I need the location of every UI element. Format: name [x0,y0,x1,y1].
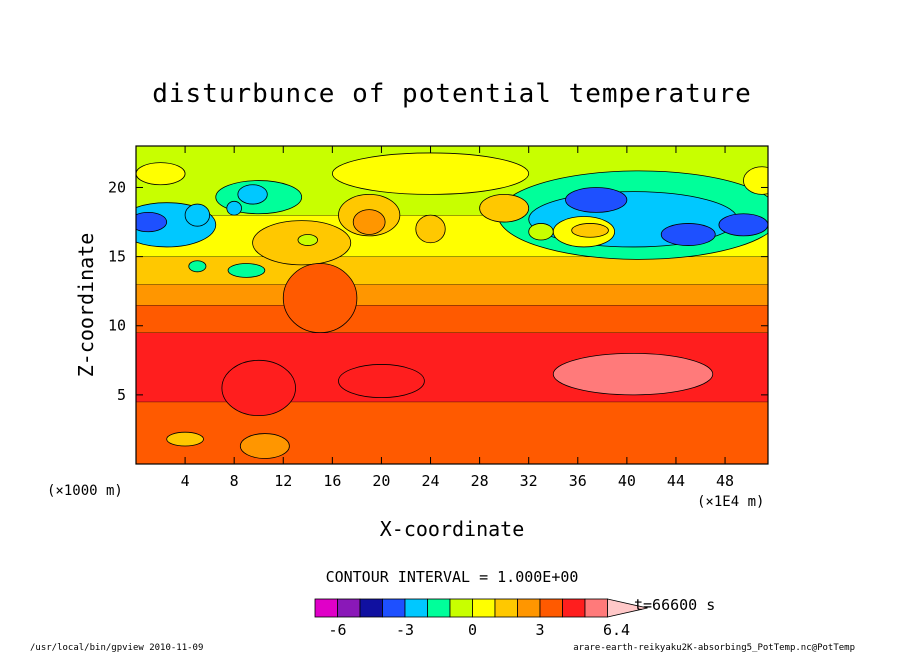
contour-blob-7 [565,187,628,213]
contour-blob-12 [528,223,554,241]
plot-frame [135,145,769,465]
contour-blob-26 [297,234,319,246]
contour-blob-4 [166,431,204,447]
colorbar-swatch-8 [494,598,518,618]
x-tick-label-48: 48 [716,472,734,490]
x-tick-label-16: 16 [323,472,341,490]
contour-blob-16 [237,184,268,205]
contour-blob-18 [226,200,242,216]
colorbar-swatch-9 [517,598,541,618]
contour-band-3 [136,284,768,305]
x-axis-unit: (×1E4 m) [697,494,764,510]
contour-blob-14 [136,211,168,233]
x-tick-label-40: 40 [618,472,636,490]
x-tick-label-12: 12 [274,472,292,490]
colorbar-swatch-2 [359,598,383,618]
contour-blob-3 [239,433,290,459]
contour-blob-28 [331,152,530,195]
contour-interval-label: CONTOUR INTERVAL = 1.000E+00 [326,568,579,586]
x-tick-label-24: 24 [421,472,439,490]
contour-field [136,146,768,464]
chart-title: disturbunce of potential temperature [152,79,752,109]
contour-blob-27 [282,263,358,334]
colorbar-tick-label-4: 6.4 [603,621,630,639]
x-tick-label-36: 36 [569,472,587,490]
contour-blob-8 [660,223,716,246]
contour-blob-25 [188,260,207,273]
contour-blob-17 [184,203,211,227]
colorbar-tick-label-0: -6 [328,621,346,639]
colorbar-swatch-1 [337,598,361,618]
colorbar-swatch-4 [404,598,428,618]
contour-blob-21 [415,214,446,244]
contour-blob-22 [479,193,530,223]
y-axis-unit: (×1000 m) [47,483,123,499]
colorbar-swatch-6 [449,598,473,618]
colorbar-swatch-12 [584,598,608,618]
colorbar-swatch-0 [314,598,338,618]
colorbar-extend-arrow [607,598,648,618]
contour-blob-0 [552,352,714,396]
colorbar-swatch-5 [427,598,451,618]
colorbar-tick-label-2: 0 [468,621,477,639]
y-axis: 5 10 15 20 [108,178,768,404]
x-tick-label-32: 32 [520,472,538,490]
x-tick-label-28: 28 [471,472,489,490]
contour-blob-24 [227,263,266,278]
x-axis: 4 8 12 16 20 24 28 32 36 40 44 48 [181,146,734,490]
y-tick-label-15: 15 [108,248,126,266]
colorbar-swatch-7 [472,598,496,618]
y-axis-label: Z-coordinate [74,233,98,378]
contour-band-2 [136,305,768,333]
colorbar-swatch-11 [562,598,586,618]
colorbar-swatch-10 [539,598,563,618]
contour-blob-29 [136,162,186,186]
time-label: t=66600 s [634,596,715,614]
contour-blob-2 [221,359,296,417]
colorbar: -6 -3 0 3 6.4 [314,598,648,639]
x-tick-label-4: 4 [181,472,190,490]
contour-blob-1 [338,364,425,399]
y-tick-label-10: 10 [108,317,126,335]
contour-band-0 [136,401,768,464]
x-tick-label-44: 44 [667,472,685,490]
colorbar-swatch-3 [382,598,406,618]
footer-right: arare-earth-reikyaku2K-absorbing5_PotTem… [573,643,855,653]
x-axis-label: X-coordinate [380,517,525,541]
colorbar-tick-label-1: -3 [396,621,414,639]
contour-blob-11 [571,223,609,238]
contour-blob-30 [743,166,768,195]
footer-left: /usr/local/bin/gpview 2010-11-09 [30,643,203,653]
y-tick-label-20: 20 [108,178,126,196]
colorbar-tick-label-3: 3 [535,621,544,639]
x-tick-label-8: 8 [230,472,239,490]
y-tick-label-5: 5 [117,386,126,404]
contour-blob-20 [352,209,386,235]
x-tick-label-20: 20 [372,472,390,490]
contour-blob-9 [718,213,768,237]
